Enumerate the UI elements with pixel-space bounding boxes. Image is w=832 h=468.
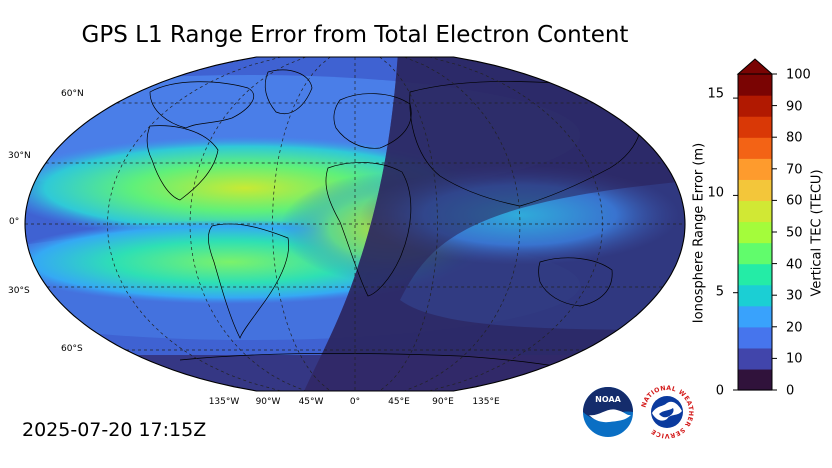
tec-tick-80: 80 [786,130,803,146]
colorbar-band [738,179,772,201]
range-tick-15: 15 [707,86,724,102]
lon-label-45e: 45°E [388,397,410,407]
map-title: GPS L1 Range Error from Total Electron C… [81,22,629,48]
lon-label-90e: 90°E [432,397,454,407]
range-tick-5: 5 [715,284,724,300]
lon-label-90w: 90°W [255,397,281,407]
lon-label-45w: 45°W [298,397,324,407]
tec-tick-40: 40 [786,257,803,273]
colorbar-band [738,158,772,180]
lon-label-135e: 135°E [472,397,500,407]
colorbar-band [738,200,772,223]
colorbar-band [738,326,772,349]
tec-tick-20: 20 [786,320,803,336]
graticule-meridian [272,57,331,391]
colorbar-band [738,284,772,307]
colorbar-band [738,368,772,391]
lat-label-60s: 60°S [61,344,83,354]
coast-north-america [146,125,219,201]
range-tick-0: 0 [715,383,724,399]
tec-tick-60: 60 [786,193,803,209]
tec-tick-100: 100 [786,67,811,83]
graticule-meridian [189,57,306,391]
coast-australia [538,257,613,307]
noaa-logo: NOAA [582,386,634,438]
graticule-meridian [404,57,521,391]
lat-label-30n: 30°N [8,151,31,161]
range-tick-10: 10 [707,185,724,201]
range-error-axis-label: Ionosphere Range Error (m) [691,142,707,324]
graticule-meridian [379,57,438,391]
coast-europe [333,93,412,149]
tec-night-core [300,57,685,391]
coast-north-america-north [149,81,255,129]
tec-tick-50: 50 [786,225,803,241]
colorbar-extend-arrow [736,58,774,75]
lat-label-60n: 60°N [61,89,84,99]
colorbar-band [738,95,772,117]
colorbar-bands [738,74,772,391]
svg-text:NOAA: NOAA [595,395,621,404]
lon-label-135w: 135°W [208,397,240,407]
lon-label-0: 0° [349,397,361,407]
globe-outline [24,56,686,392]
vertical-tec-axis-label: Vertical TEC (TECU) [809,169,825,297]
colorbar-band [738,116,772,138]
lat-label-30s: 30°S [8,286,30,296]
colorbar-band [738,242,772,265]
colorbar-band [738,305,772,328]
timestamp: 2025-07-20 17:15Z [22,419,207,441]
coast-africa [325,162,412,297]
graticule-meridian [107,57,282,391]
tec-tick-70: 70 [786,162,803,178]
colorbar-band [738,263,772,286]
colorbar-band [738,137,772,159]
colorbar-band [738,347,772,370]
coast-south-america [208,223,290,339]
colorbar-band [738,74,772,96]
lat-label-0: 0° [9,217,20,227]
graticule [25,57,685,391]
graticule-meridian [428,57,603,391]
tec-tick-0: 0 [786,383,795,399]
colorbar [733,58,777,391]
tec-tick-30: 30 [786,288,803,304]
nws-logo: NATIONAL WEATHER SERVICE [639,384,695,440]
colorbar-band [738,221,772,244]
tec-tick-90: 90 [786,99,803,115]
coast-greenland [264,69,313,114]
world-tec-map [24,56,686,392]
colorbar-ticks [733,73,777,391]
tec-tick-10: 10 [786,351,803,367]
